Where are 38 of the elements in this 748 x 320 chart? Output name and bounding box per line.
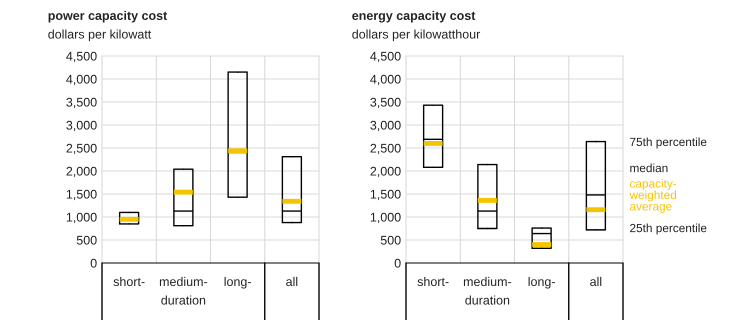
chart-subtitle: dollars per kilowatt: [48, 29, 152, 42]
x-tick-label: long-: [528, 276, 555, 289]
text: 75th percentile: [630, 137, 706, 148]
y-tick-label: 1,500: [66, 190, 97, 200]
text: median: [630, 164, 668, 172]
y-tick-label: 500: [76, 236, 97, 245]
text: 25th percentile: [630, 224, 706, 235]
y-tick-label: 1,000: [66, 212, 97, 224]
chart-subtitle: dollars per kilowatthour: [352, 29, 480, 42]
y-tick-label: 3,000: [370, 120, 401, 132]
y-tick-label: 4,500: [370, 52, 401, 62]
y-tick-label: 1,500: [370, 190, 401, 200]
x-tick-label: medium-: [464, 276, 512, 286]
y-tick-label: 2,500: [66, 144, 97, 154]
x-tick-label: all: [590, 276, 602, 286]
x-tick-label: short-: [114, 276, 145, 286]
x-tick-label: medium-: [160, 276, 208, 286]
chart-title: energy capacity cost: [352, 10, 476, 23]
y-tick-label: 1,000: [370, 212, 401, 224]
y-tick-label: 3,000: [66, 120, 97, 132]
y-tick-label: 0: [90, 258, 97, 268]
text: capacity-weighted average: [629, 178, 676, 213]
y-tick-label: 0: [394, 258, 401, 268]
y-tick-label: 4,500: [66, 52, 97, 62]
y-tick-label: 3,500: [66, 98, 97, 108]
chart-title: power capacity cost: [48, 10, 168, 22]
y-tick-label: 2,000: [66, 166, 97, 178]
x-tick-label: long-: [224, 276, 251, 289]
x-tick-label: all: [286, 276, 298, 286]
y-tick-label: 4,000: [66, 74, 97, 86]
x-axis-title: duration: [161, 295, 206, 305]
y-tick-label: 2,000: [370, 166, 401, 178]
y-tick-label: 2,500: [370, 144, 401, 154]
y-tick-label: 3,500: [370, 98, 401, 108]
x-tick-label: short-: [418, 276, 449, 286]
y-tick-label: 500: [380, 236, 401, 245]
y-tick-label: 4,000: [370, 74, 401, 86]
x-axis-title: duration: [465, 295, 510, 305]
